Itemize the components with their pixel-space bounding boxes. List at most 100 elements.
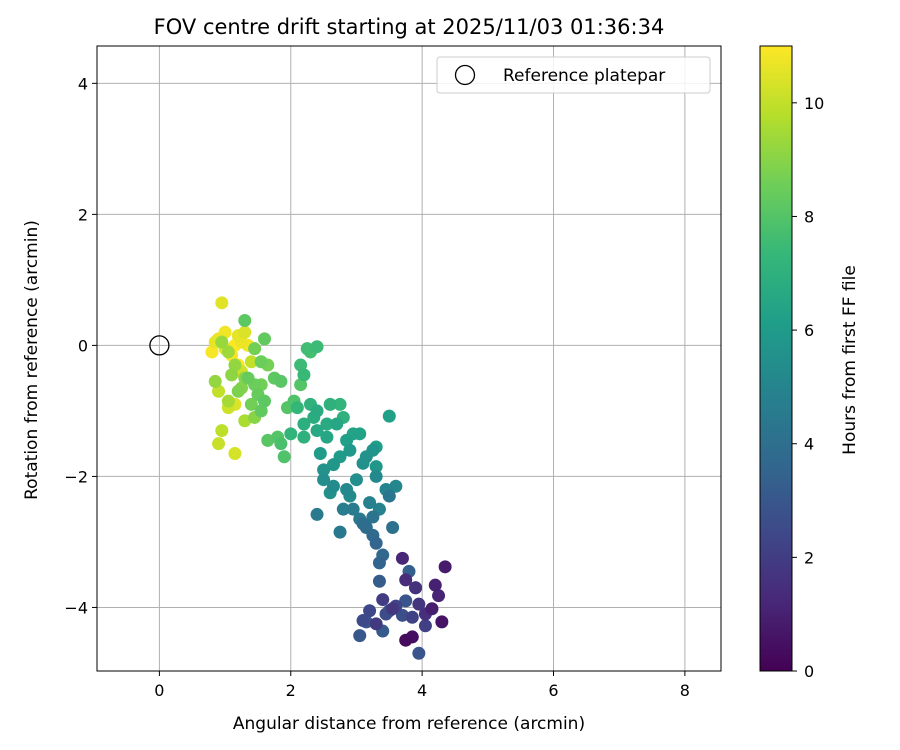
y-tick-label: 4 xyxy=(78,74,88,93)
data-point xyxy=(428,578,442,592)
reference-platepar-marker xyxy=(149,335,170,356)
data-point xyxy=(363,496,377,510)
data-point xyxy=(438,560,452,574)
data-point xyxy=(399,633,413,647)
data-point xyxy=(369,460,383,474)
data-point xyxy=(277,450,291,464)
data-point xyxy=(317,463,331,477)
data-point xyxy=(310,340,324,354)
data-point xyxy=(297,368,311,382)
plot-frame xyxy=(96,45,722,672)
colorbar-tick-label: 4 xyxy=(804,435,814,454)
data-point xyxy=(369,617,383,631)
data-point xyxy=(369,469,383,483)
data-point xyxy=(284,427,298,441)
data-point xyxy=(228,358,242,372)
data-point xyxy=(294,358,308,372)
data-point xyxy=(412,597,426,611)
data-point xyxy=(221,345,235,359)
data-point xyxy=(257,394,271,408)
data-point xyxy=(353,427,367,441)
data-point xyxy=(238,414,252,428)
data-point xyxy=(369,536,383,550)
data-point xyxy=(261,433,275,447)
data-point xyxy=(399,594,413,608)
data-point xyxy=(221,394,235,408)
y-axis-label: Rotation from reference (arcmin) xyxy=(22,220,42,500)
data-point xyxy=(215,424,229,438)
data-point xyxy=(326,458,340,472)
legend-box xyxy=(436,56,711,94)
data-point xyxy=(382,409,396,423)
data-point xyxy=(310,507,324,521)
data-point xyxy=(386,602,400,616)
data-point xyxy=(297,417,311,431)
y-tick-label: 0 xyxy=(78,336,88,355)
data-point xyxy=(363,604,377,618)
data-point xyxy=(336,502,350,516)
data-point xyxy=(399,573,413,587)
data-point xyxy=(326,479,340,493)
data-point xyxy=(346,502,360,516)
y-tick-label: −4 xyxy=(64,598,88,617)
data-point xyxy=(409,581,423,595)
data-point xyxy=(435,615,449,629)
x-tick-label: 4 xyxy=(417,681,427,700)
data-point xyxy=(349,473,363,487)
data-point xyxy=(317,473,331,487)
data-point xyxy=(313,446,327,460)
y-tick-label: −2 xyxy=(64,467,88,486)
data-point xyxy=(208,374,222,388)
data-point xyxy=(353,629,367,643)
data-point xyxy=(274,437,288,451)
data-point xyxy=(212,437,226,451)
data-point xyxy=(340,483,354,497)
colorbar-tick-label: 8 xyxy=(804,207,814,226)
data-point xyxy=(238,325,252,339)
data-point xyxy=(310,424,324,438)
data-point xyxy=(340,433,354,447)
data-point xyxy=(320,417,334,431)
data-point xyxy=(215,335,229,349)
colorbar-tick-label: 2 xyxy=(804,548,814,567)
data-point xyxy=(366,510,380,524)
colorbar-tick-label: 6 xyxy=(804,321,814,340)
data-point xyxy=(297,430,311,444)
data-point xyxy=(425,602,439,616)
data-point xyxy=(343,443,357,457)
x-tick-label: 0 xyxy=(154,681,164,700)
data-point xyxy=(333,525,347,539)
data-point xyxy=(231,384,245,398)
data-point xyxy=(212,384,226,398)
x-tick-label: 2 xyxy=(286,681,296,700)
data-point xyxy=(405,610,419,624)
data-point xyxy=(356,456,370,470)
data-point xyxy=(320,430,334,444)
legend-marker xyxy=(454,64,476,86)
data-point xyxy=(205,345,219,359)
data-point xyxy=(248,342,262,356)
data-point xyxy=(238,314,252,328)
data-point xyxy=(418,619,432,633)
data-point xyxy=(395,551,409,565)
x-axis-label: Angular distance from reference (arcmin) xyxy=(233,714,585,734)
colorbar xyxy=(759,45,793,672)
x-tick-label: 8 xyxy=(680,681,690,700)
data-point xyxy=(257,332,271,346)
data-point xyxy=(228,446,242,460)
data-point xyxy=(333,397,347,411)
data-point xyxy=(310,404,324,418)
data-point xyxy=(215,296,229,310)
data-point xyxy=(274,374,288,388)
data-point xyxy=(254,355,268,369)
data-point xyxy=(386,521,400,535)
x-tick-label: 6 xyxy=(548,681,558,700)
data-point xyxy=(356,614,370,628)
data-point xyxy=(376,593,390,607)
data-point xyxy=(244,355,258,369)
data-point xyxy=(432,589,446,603)
legend-label: Reference platepar xyxy=(503,66,665,86)
data-point xyxy=(290,401,304,415)
chart-title: FOV centre drift starting at 2025/11/03 … xyxy=(154,15,665,39)
